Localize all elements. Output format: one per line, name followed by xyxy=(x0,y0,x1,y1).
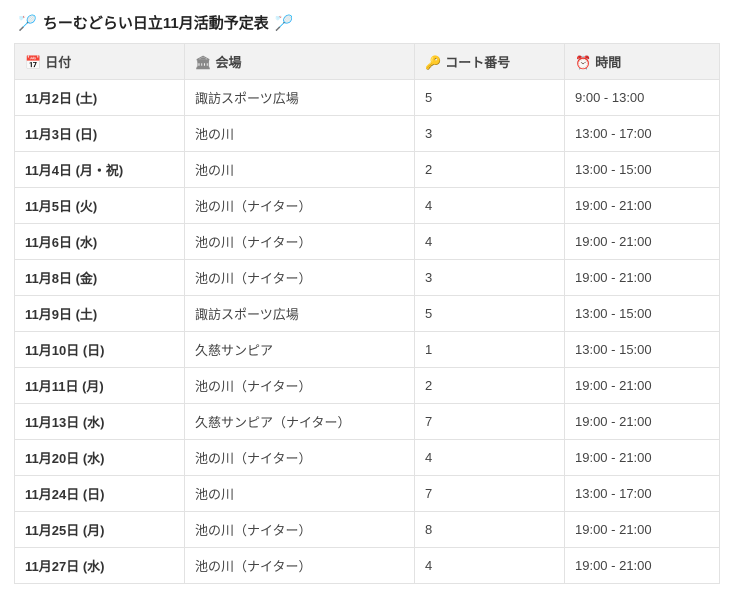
cell-time: 13:00 - 17:00 xyxy=(565,116,720,152)
col-court: 🔑 コート番号 xyxy=(415,44,565,80)
cell-time: 13:00 - 15:00 xyxy=(565,152,720,188)
table-row: 11月24日 (日)池の川713:00 - 17:00 xyxy=(15,476,720,512)
col-date: 📅 日付 xyxy=(15,44,185,80)
cell-venue: 池の川（ナイター） xyxy=(185,368,415,404)
cell-court: 5 xyxy=(415,80,565,116)
cell-venue: 池の川 xyxy=(185,116,415,152)
cell-court: 8 xyxy=(415,512,565,548)
cell-court: 4 xyxy=(415,548,565,584)
table-row: 11月3日 (日)池の川313:00 - 17:00 xyxy=(15,116,720,152)
cell-venue: 池の川（ナイター） xyxy=(185,260,415,296)
cell-time: 9:00 - 13:00 xyxy=(565,80,720,116)
cell-venue: 久慈サンピア xyxy=(185,332,415,368)
cell-date: 11月20日 (水) xyxy=(15,440,185,476)
cell-venue: 諏訪スポーツ広場 xyxy=(185,80,415,116)
racket-icon: 🏸 xyxy=(275,15,294,32)
table-row: 11月2日 (土)諏訪スポーツ広場59:00 - 13:00 xyxy=(15,80,720,116)
col-date-label: 日付 xyxy=(45,55,71,70)
cell-venue: 池の川 xyxy=(185,476,415,512)
cell-court: 5 xyxy=(415,296,565,332)
cell-court: 1 xyxy=(415,332,565,368)
cell-date: 11月10日 (日) xyxy=(15,332,185,368)
cell-venue: 池の川（ナイター） xyxy=(185,188,415,224)
venue-icon: 🏛 xyxy=(195,55,212,70)
table-row: 11月4日 (月・祝)池の川213:00 - 15:00 xyxy=(15,152,720,188)
table-row: 11月11日 (月)池の川（ナイター）219:00 - 21:00 xyxy=(15,368,720,404)
calendar-icon: 📅 xyxy=(25,55,41,70)
table-row: 11月9日 (土)諏訪スポーツ広場513:00 - 15:00 xyxy=(15,296,720,332)
table-row: 11月20日 (水)池の川（ナイター）419:00 - 21:00 xyxy=(15,440,720,476)
cell-venue: 池の川（ナイター） xyxy=(185,512,415,548)
cell-venue: 久慈サンピア（ナイター） xyxy=(185,404,415,440)
cell-time: 19:00 - 21:00 xyxy=(565,548,720,584)
cell-court: 7 xyxy=(415,404,565,440)
col-time: ⏰ 時間 xyxy=(565,44,720,80)
cell-time: 19:00 - 21:00 xyxy=(565,368,720,404)
col-venue-label: 会場 xyxy=(216,55,242,70)
cell-venue: 池の川（ナイター） xyxy=(185,224,415,260)
col-time-label: 時間 xyxy=(595,55,621,70)
cell-date: 11月6日 (水) xyxy=(15,224,185,260)
cell-court: 7 xyxy=(415,476,565,512)
table-row: 11月8日 (金)池の川（ナイター）319:00 - 21:00 xyxy=(15,260,720,296)
cell-date: 11月2日 (土) xyxy=(15,80,185,116)
clock-icon: ⏰ xyxy=(575,55,591,70)
cell-court: 4 xyxy=(415,188,565,224)
key-icon: 🔑 xyxy=(425,55,441,70)
cell-date: 11月13日 (水) xyxy=(15,404,185,440)
col-venue: 🏛 会場 xyxy=(185,44,415,80)
cell-date: 11月27日 (水) xyxy=(15,548,185,584)
cell-venue: 池の川（ナイター） xyxy=(185,548,415,584)
col-court-label: コート番号 xyxy=(445,55,510,70)
cell-time: 19:00 - 21:00 xyxy=(565,512,720,548)
cell-time: 13:00 - 17:00 xyxy=(565,476,720,512)
title-text: ちーむどらい日立11月活動予定表 xyxy=(43,15,269,32)
racket-icon: 🏸 xyxy=(18,15,37,32)
cell-court: 2 xyxy=(415,368,565,404)
schedule-table: 📅日付 🏛会場 🔑コート番号 ⏰時間 11月2日 (土)諏訪スポーツ広場59:0… xyxy=(14,43,720,584)
cell-date: 11月24日 (日) xyxy=(15,476,185,512)
cell-court: 3 xyxy=(415,260,565,296)
cell-date: 11月4日 (月・祝) xyxy=(15,152,185,188)
table-row: 11月25日 (月)池の川（ナイター）819:00 - 21:00 xyxy=(15,512,720,548)
cell-court: 3 xyxy=(415,116,565,152)
table-row: 11月27日 (水)池の川（ナイター）419:00 - 21:00 xyxy=(15,548,720,584)
cell-time: 19:00 - 21:00 xyxy=(565,260,720,296)
table-row: 11月10日 (日)久慈サンピア113:00 - 15:00 xyxy=(15,332,720,368)
cell-date: 11月5日 (火) xyxy=(15,188,185,224)
cell-time: 13:00 - 15:00 xyxy=(565,332,720,368)
cell-date: 11月9日 (土) xyxy=(15,296,185,332)
cell-time: 19:00 - 21:00 xyxy=(565,188,720,224)
cell-date: 11月25日 (月) xyxy=(15,512,185,548)
table-row: 11月5日 (火)池の川（ナイター）419:00 - 21:00 xyxy=(15,188,720,224)
table-row: 11月6日 (水)池の川（ナイター）419:00 - 21:00 xyxy=(15,224,720,260)
cell-court: 4 xyxy=(415,224,565,260)
cell-time: 13:00 - 15:00 xyxy=(565,296,720,332)
cell-date: 11月8日 (金) xyxy=(15,260,185,296)
cell-court: 4 xyxy=(415,440,565,476)
cell-court: 2 xyxy=(415,152,565,188)
page-title: 🏸 ちーむどらい日立11月活動予定表 🏸 xyxy=(16,12,720,33)
cell-venue: 池の川（ナイター） xyxy=(185,440,415,476)
cell-date: 11月11日 (月) xyxy=(15,368,185,404)
cell-venue: 諏訪スポーツ広場 xyxy=(185,296,415,332)
table-row: 11月13日 (水)久慈サンピア（ナイター）719:00 - 21:00 xyxy=(15,404,720,440)
cell-time: 19:00 - 21:00 xyxy=(565,440,720,476)
cell-time: 19:00 - 21:00 xyxy=(565,404,720,440)
cell-date: 11月3日 (日) xyxy=(15,116,185,152)
table-header-row: 📅 日付 🏛 会場 🔑 コート番号 ⏰ 時間 xyxy=(15,44,720,80)
cell-venue: 池の川 xyxy=(185,152,415,188)
cell-time: 19:00 - 21:00 xyxy=(565,224,720,260)
